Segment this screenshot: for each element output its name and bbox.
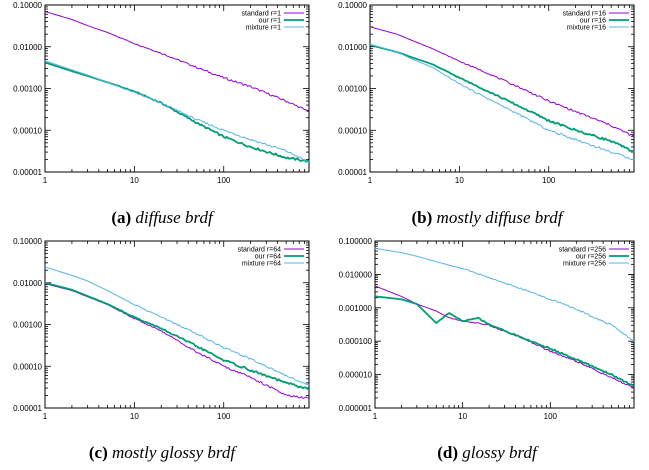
series-line [44, 266, 310, 386]
series-line [44, 281, 310, 391]
y-tick-label: 0.00010 [13, 126, 42, 135]
caption-d-text: glossy brdf [462, 443, 537, 462]
caption-a-text: diffuse brdf [135, 208, 213, 227]
y-tick-label: 0.00100 [13, 321, 42, 330]
x-tick-label: 1 [43, 412, 48, 421]
x-tick-label: 1 [368, 176, 373, 185]
y-tick-label: 0.00100 [338, 85, 367, 94]
y-tick-label: 0.00010 [338, 126, 367, 135]
legend-label: mixture r=64 [242, 261, 281, 268]
x-tick-label: 100 [217, 176, 231, 185]
legend-label: standard r=1 [242, 11, 282, 18]
caption-b: (b) mostly diffuse brdf [325, 208, 649, 228]
y-tick-label: 0.01000 [13, 279, 42, 288]
chart-panel-3: 1 10 100 0.10000 0.01000 0.00100 0.00010 0.0000… [13, 237, 310, 421]
x-tick-label: 10 [458, 412, 467, 421]
series-line [369, 43, 635, 161]
y-tick-label: 0.01000 [13, 43, 42, 52]
y-tick-label: 0.00010 [13, 362, 42, 371]
x-tick-label: 100 [542, 176, 556, 185]
caption-b-text: mostly diffuse brdf [436, 208, 563, 227]
legend-label: our r=64 [255, 254, 281, 261]
series-line [374, 295, 635, 387]
y-tick-label: 0.10000 [13, 1, 42, 10]
y-tick-label: 0.01000 [338, 43, 367, 52]
series-line [44, 61, 310, 163]
caption-d: (d) glossy brdf [325, 443, 649, 463]
legend-label: standard r=64 [238, 247, 281, 254]
y-tick-label: 0.00100 [13, 85, 42, 94]
chart-panel-4: 1 10 100 0.100000 0.010000 0.001000 0.000100 0.… [339, 237, 635, 421]
series-line [44, 60, 310, 163]
chart-panel-2: 1 10 100 0.10000 0.01000 0.00100 0.00010 0.0000… [338, 1, 635, 185]
caption-c: (c) mostly glossy brdf [0, 443, 324, 463]
y-tick-label: 0.00001 [13, 404, 42, 413]
series-line [369, 44, 635, 153]
legend-label: standard r=256 [559, 247, 606, 254]
legend-label: standard r=16 [563, 11, 606, 18]
legend-label: mixture r=256 [563, 261, 606, 268]
x-tick-label: 1 [373, 412, 378, 421]
legend-label: mixture r=16 [567, 25, 606, 32]
caption-d-label: (d) [437, 443, 459, 462]
caption-c-text: mostly glossy brdf [112, 443, 236, 462]
y-tick-label: 0.10000 [338, 1, 367, 10]
y-tick-label: 0.10000 [13, 237, 42, 246]
y-tick-label: 0.100000 [339, 237, 373, 246]
series-line [369, 26, 635, 138]
legend-label: our r=256 [576, 254, 606, 261]
caption-b-label: (b) [411, 208, 433, 227]
x-tick-label: 10 [130, 412, 139, 421]
caption-a: (a) diffuse brdf [0, 208, 324, 228]
y-tick-label: 0.001000 [339, 304, 373, 313]
y-tick-label: 0.000100 [339, 337, 373, 346]
x-tick-label: 10 [455, 176, 464, 185]
x-tick-label: 10 [130, 176, 139, 185]
series-line [44, 11, 310, 113]
legend-label: our r=16 [580, 18, 606, 25]
legend-label: our r=1 [259, 18, 281, 25]
chart-panel-1: 1 10 100 0.10000 0.01000 0.00100 0.00010 0.0000… [13, 1, 310, 185]
series-line [44, 283, 310, 399]
legend-label: mixture r=1 [246, 25, 281, 32]
y-tick-label: 0.000001 [339, 404, 373, 413]
x-tick-label: 100 [217, 412, 231, 421]
series-line [374, 285, 635, 389]
caption-c-label: (c) [88, 443, 108, 462]
y-tick-label: 0.010000 [339, 270, 373, 279]
series-line [374, 247, 635, 342]
y-tick-label: 0.00001 [338, 168, 367, 177]
x-tick-label: 100 [544, 412, 558, 421]
x-tick-label: 1 [43, 176, 48, 185]
y-tick-label: 0.000010 [339, 371, 373, 380]
y-tick-label: 0.00001 [13, 168, 42, 177]
caption-a-label: (a) [111, 208, 132, 227]
